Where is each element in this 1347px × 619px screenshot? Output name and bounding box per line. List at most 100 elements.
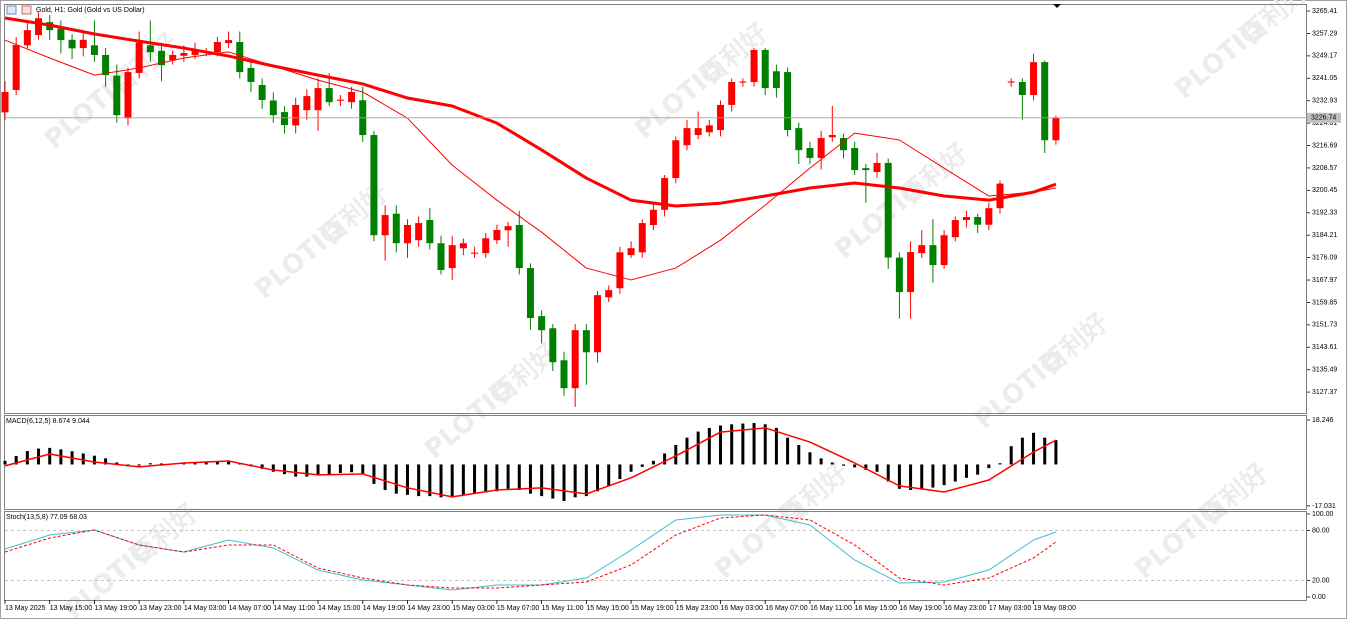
macd-bar [830, 462, 834, 465]
macd-bar [942, 464, 946, 486]
macd-bar [182, 463, 186, 465]
candle-body [907, 252, 915, 293]
candle-body [102, 54, 110, 76]
candle-body [124, 72, 132, 119]
candle-body [996, 183, 1004, 209]
candle-body [90, 45, 98, 55]
y-tick-label: 3192.33 [1312, 210, 1337, 217]
macd-bar [104, 458, 108, 465]
macd-bar [14, 455, 18, 465]
macd-bar [25, 451, 29, 465]
candle-body [884, 162, 892, 258]
candle-body [336, 99, 344, 101]
candle-body [146, 45, 154, 53]
macd-bar [148, 463, 152, 465]
candle-body [750, 49, 758, 83]
macd-bar [517, 464, 521, 491]
candle-body [851, 147, 859, 171]
candle-body [325, 88, 333, 103]
y-tick-label: 18.246 [1312, 417, 1334, 424]
candle-body [158, 50, 166, 66]
macd-bar [909, 464, 913, 491]
y-tick-label: 3151.73 [1312, 322, 1337, 329]
candle-body [57, 28, 65, 41]
x-tick-label: 16 May 03:00 [721, 605, 764, 612]
macd-bar [618, 464, 622, 480]
macd-bar [528, 464, 532, 494]
macd-bar [707, 427, 711, 465]
candle-body [526, 268, 534, 319]
y-tick-label: 3241.05 [1312, 75, 1337, 82]
y-tick-label: 3257.29 [1312, 30, 1337, 37]
macd-bar [998, 463, 1002, 465]
macd-bar [394, 464, 398, 494]
y-tick-label: 100.00 [1312, 511, 1334, 518]
indicator-line [4, 16, 1057, 208]
candle-body [571, 330, 579, 389]
candle-body [370, 135, 378, 236]
x-tick-label: 13 May 23:00 [139, 605, 182, 612]
indicator-line [4, 427, 1057, 498]
y-tick-label: 3200.45 [1312, 187, 1337, 194]
macd-bar [3, 460, 7, 465]
x-tick-label: 14 May 19:00 [363, 605, 406, 612]
y-tick-label: 3167.97 [1312, 277, 1337, 284]
candle-body [918, 245, 926, 254]
candle-body [213, 41, 221, 53]
y-tick-label: 3265.41 [1312, 8, 1337, 15]
x-tick-label: 13 May 19:00 [94, 605, 137, 612]
macd-bar [696, 431, 700, 465]
candle-body [1041, 62, 1049, 141]
y-tick-label: 3208.57 [1312, 165, 1337, 172]
candle-body [761, 49, 769, 89]
macd-bar [864, 464, 868, 470]
x-tick-label: 16 May 23:00 [944, 605, 987, 612]
macd-bar [875, 464, 879, 472]
candle-body [739, 81, 747, 83]
candle-body [392, 213, 400, 244]
macd-bar [260, 464, 264, 469]
candle-body [180, 53, 188, 56]
x-tick-label: 17 May 03:00 [989, 605, 1032, 612]
macd-bar [685, 437, 689, 465]
y-tick-label: 80.00 [1312, 527, 1330, 534]
candle-body [694, 128, 702, 136]
candle-body [459, 243, 467, 249]
candle-body [638, 223, 646, 253]
x-tick-label: 15 May 19:00 [631, 605, 674, 612]
candle-body [247, 67, 255, 83]
macd-bar [215, 462, 219, 465]
candle-body [728, 82, 736, 105]
macd-bar [495, 464, 499, 492]
y-tick-label: 20.00 [1312, 577, 1330, 584]
candle-body [403, 225, 411, 244]
candle-body [1052, 117, 1060, 141]
macd-bar [428, 464, 432, 497]
macd-bar [741, 423, 745, 465]
candle-body [135, 42, 143, 73]
macd-bar [305, 464, 309, 477]
candle-body [482, 238, 490, 254]
candle-body [828, 135, 836, 138]
candle-body [705, 125, 713, 133]
candle-body [68, 39, 76, 49]
macd-bar [282, 464, 286, 475]
candle-body [795, 128, 803, 151]
macd-bar [607, 464, 611, 487]
x-tick-label: 15 May 07:00 [497, 605, 540, 612]
macd-bar [316, 464, 320, 476]
macd-bar [450, 464, 454, 497]
candle-body [381, 215, 389, 236]
macd-bar [987, 464, 991, 469]
candle-body [538, 316, 546, 331]
macd-bar [405, 464, 409, 495]
candle-body [817, 138, 825, 158]
candle-body [23, 30, 31, 46]
candle-body [929, 245, 937, 266]
candle-body [348, 91, 356, 103]
macd-bar [92, 455, 96, 465]
x-tick-label: 13 May 15:00 [50, 605, 93, 612]
x-tick-label: 15 May 03:00 [452, 605, 495, 612]
macd-bar [294, 464, 298, 477]
